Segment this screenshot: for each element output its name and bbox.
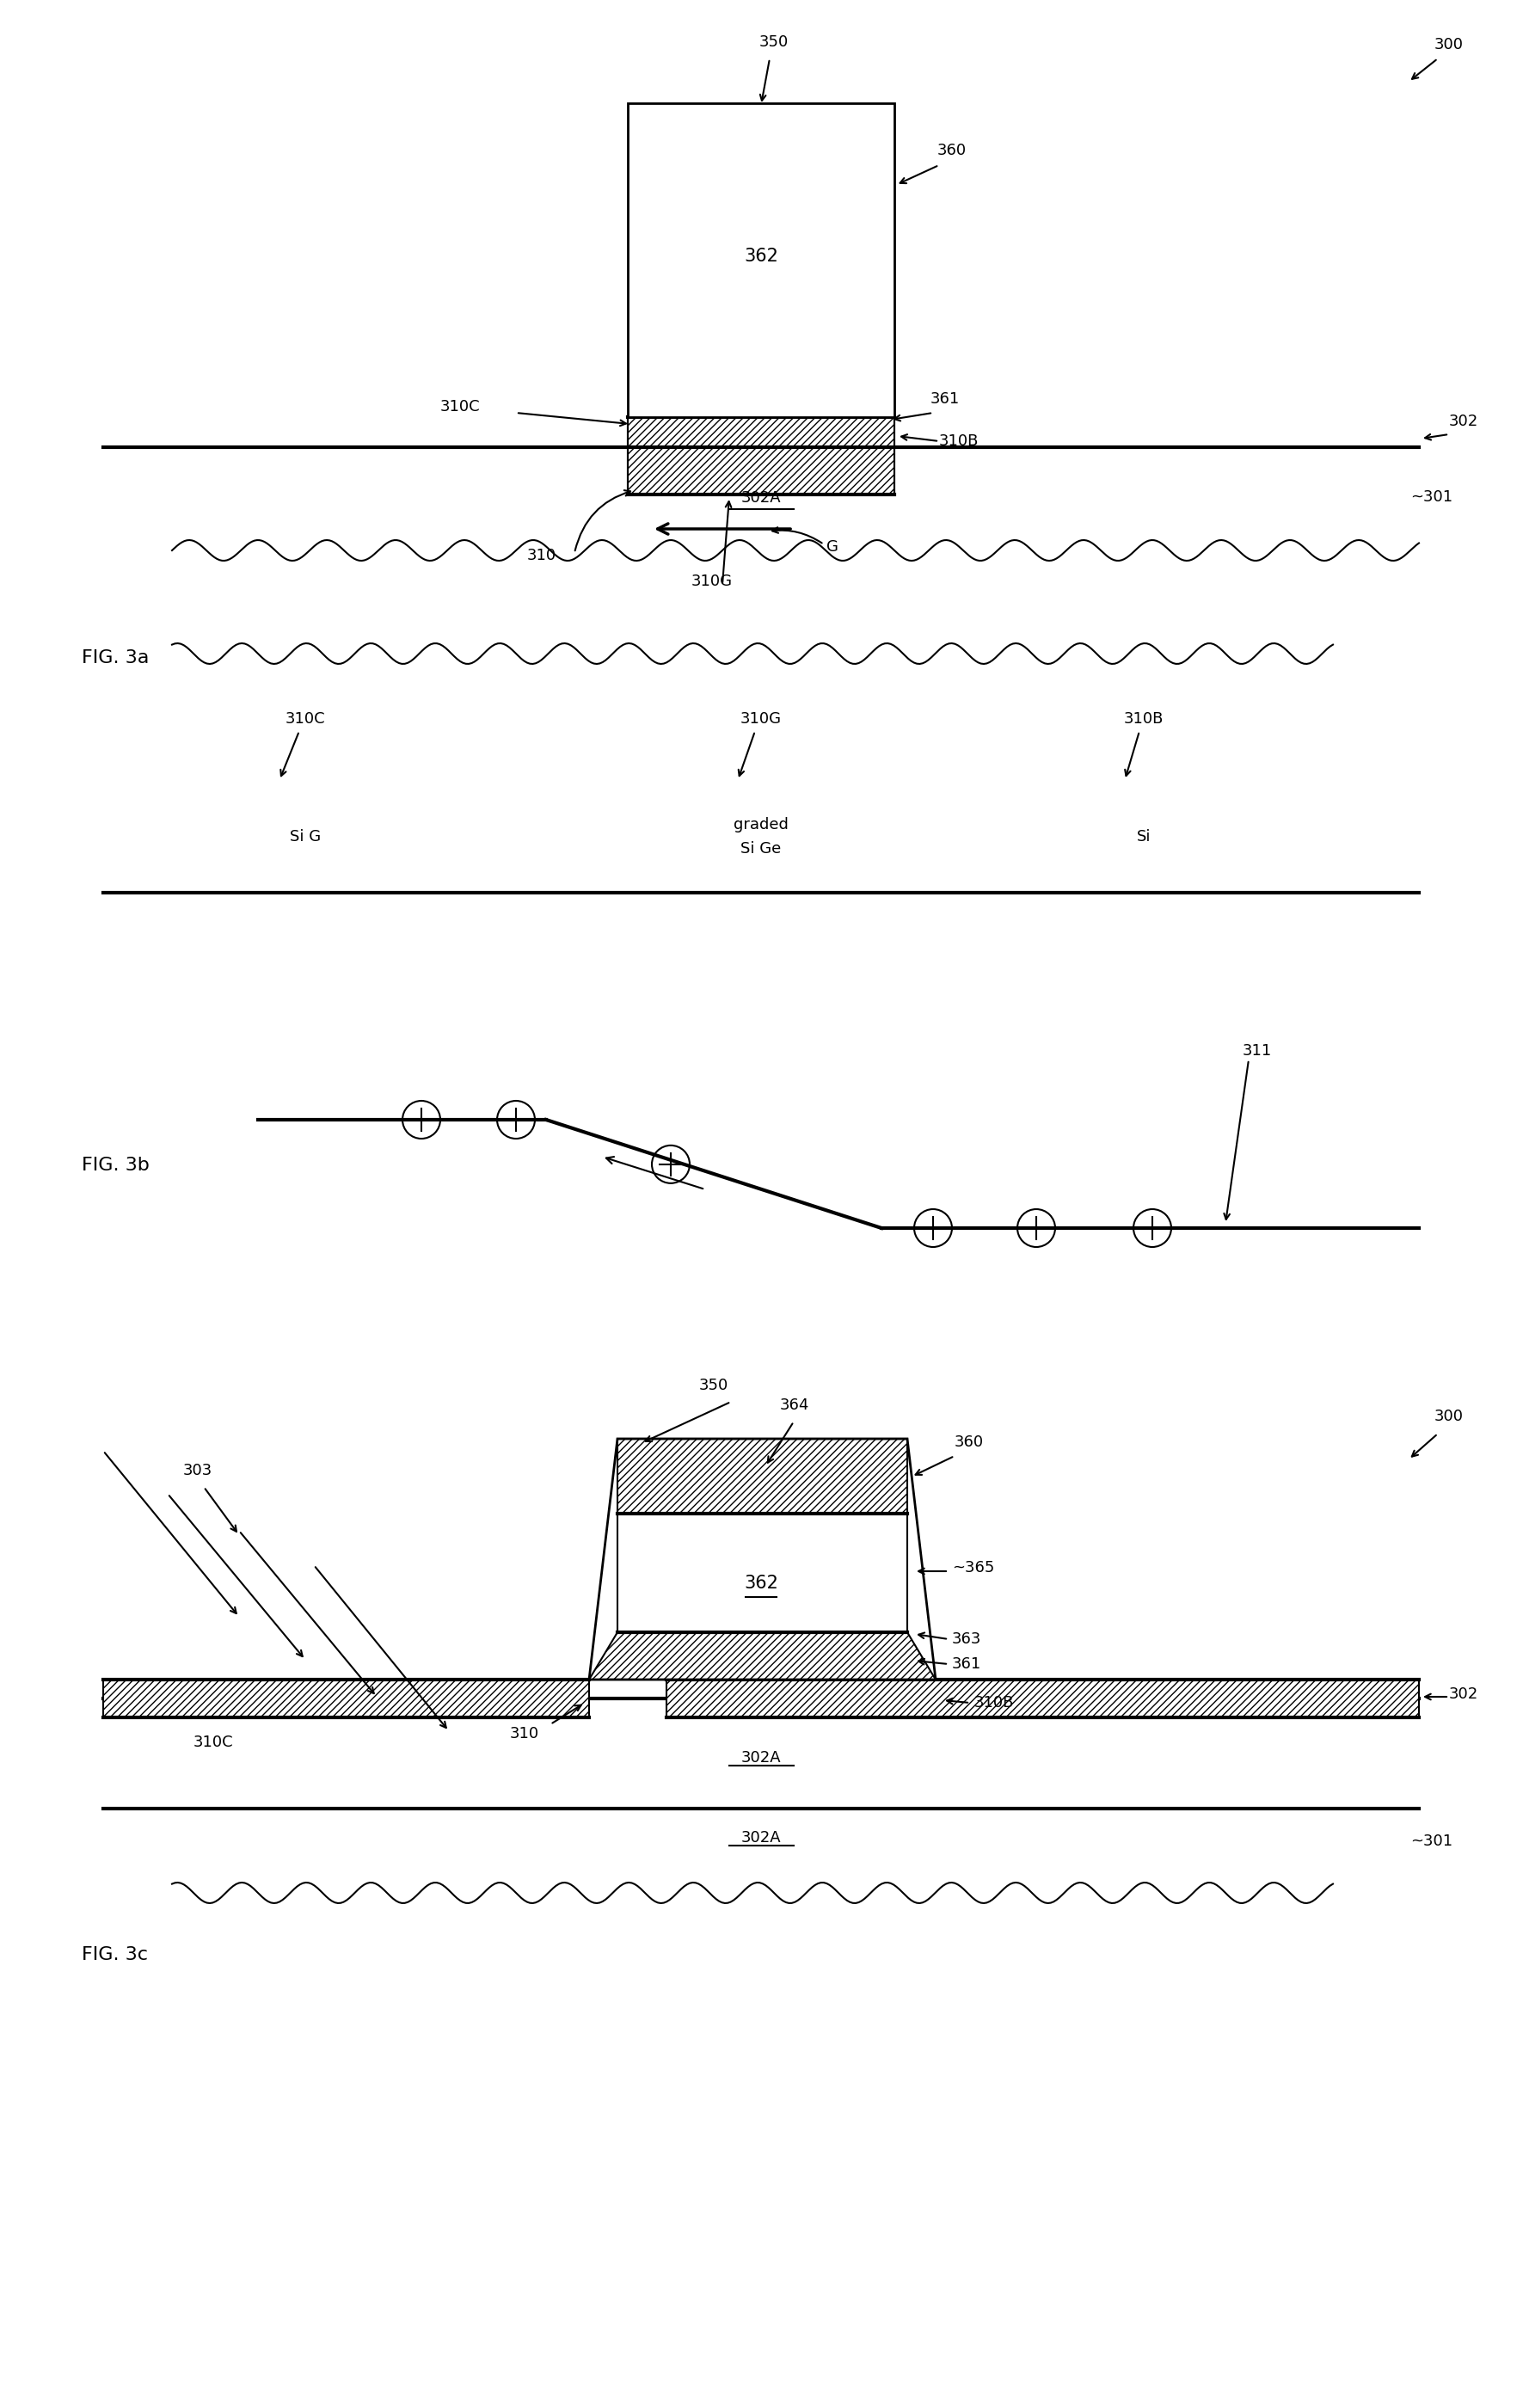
Text: Si: Si <box>1136 828 1151 845</box>
Text: 302: 302 <box>1448 414 1479 429</box>
Text: 310B: 310B <box>940 433 979 448</box>
Text: 310G: 310G <box>691 573 733 590</box>
Polygon shape <box>617 1515 908 1633</box>
Text: 362: 362 <box>743 248 778 265</box>
Text: ~365: ~365 <box>952 1560 995 1575</box>
Text: 300: 300 <box>1435 1409 1464 1423</box>
Text: FIG. 3c: FIG. 3c <box>82 1946 148 1963</box>
Text: 350: 350 <box>760 34 789 51</box>
Text: ~301: ~301 <box>1410 489 1453 506</box>
Text: 302A: 302A <box>742 1830 781 1845</box>
Text: 302: 302 <box>1448 1686 1479 1702</box>
Text: ~301: ~301 <box>1410 1832 1453 1849</box>
Text: 311: 311 <box>1243 1043 1272 1060</box>
Bar <box>104 1681 589 1717</box>
Text: FIG. 3b: FIG. 3b <box>82 1156 149 1175</box>
Text: 310B: 310B <box>1124 710 1164 727</box>
Text: 310C: 310C <box>285 710 326 727</box>
Text: Si Ge: Si Ge <box>740 840 781 857</box>
Text: 364: 364 <box>780 1397 810 1413</box>
Text: 310B: 310B <box>975 1695 1014 1710</box>
Polygon shape <box>617 1438 908 1515</box>
Bar <box>627 417 894 494</box>
Text: 360: 360 <box>955 1435 984 1450</box>
Bar <box>667 1681 1419 1717</box>
Text: 302A: 302A <box>742 1751 781 1765</box>
Text: G: G <box>827 539 839 554</box>
Text: 362: 362 <box>743 1575 778 1592</box>
Polygon shape <box>589 1633 935 1681</box>
Text: graded: graded <box>734 816 789 833</box>
Text: 350: 350 <box>699 1377 728 1394</box>
Bar <box>627 104 894 417</box>
Text: 310C: 310C <box>440 400 480 414</box>
Text: 310C: 310C <box>193 1734 233 1751</box>
Text: 363: 363 <box>952 1633 981 1647</box>
Text: 310G: 310G <box>740 710 781 727</box>
Text: 361: 361 <box>931 390 959 407</box>
Text: 302A: 302A <box>742 491 781 506</box>
Text: 360: 360 <box>937 142 967 159</box>
Text: 310: 310 <box>527 549 556 563</box>
Text: 303: 303 <box>183 1462 213 1479</box>
Text: 310: 310 <box>510 1727 539 1741</box>
Text: FIG. 3a: FIG. 3a <box>82 650 149 667</box>
Text: 300: 300 <box>1435 36 1464 53</box>
Text: Si G: Si G <box>289 828 321 845</box>
Text: 361: 361 <box>952 1657 981 1671</box>
